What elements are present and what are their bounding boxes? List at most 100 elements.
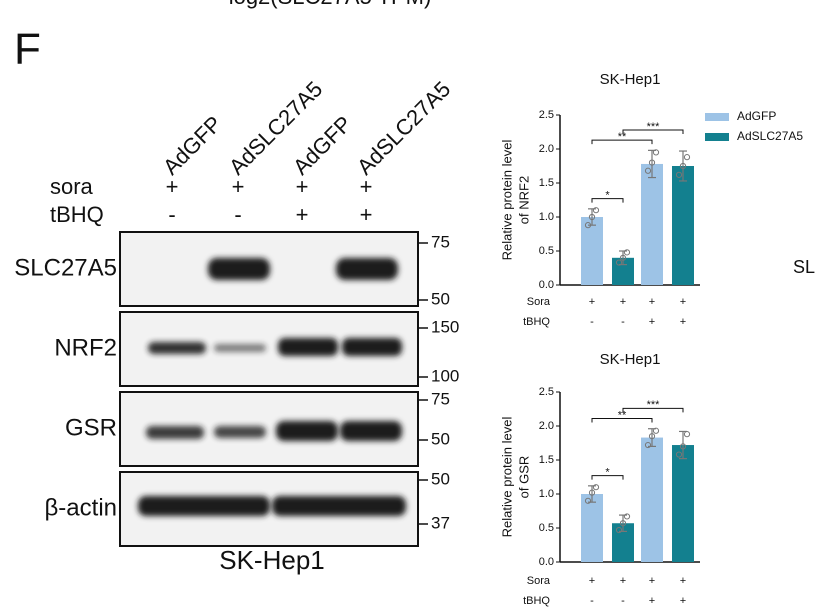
blot-bands — [138, 258, 406, 516]
condition-mark: + — [680, 316, 686, 328]
condition-mark: - — [621, 316, 625, 328]
condition-mark: + — [649, 595, 655, 607]
data-point — [679, 443, 687, 450]
data-point — [679, 162, 687, 170]
treatment-mark: + — [360, 202, 373, 227]
clipped-label: SL — [793, 257, 815, 277]
condition-mark: + — [589, 296, 595, 308]
marker-label: 50 — [431, 289, 450, 308]
significance-bracket — [622, 129, 684, 134]
bar — [612, 523, 634, 562]
y-tick-label: 1.5 — [539, 454, 554, 466]
condition-mark: + — [680, 595, 686, 607]
data-point — [652, 427, 660, 434]
bar — [641, 437, 663, 562]
significance-bracket — [622, 407, 684, 413]
treatment-label: tBHQ — [50, 202, 104, 227]
condition-mark: + — [620, 296, 626, 308]
data-point — [615, 526, 623, 534]
y-axis-label: of GSR — [516, 456, 531, 499]
bar — [672, 166, 694, 285]
condition-mark: - — [590, 595, 594, 607]
protein-label: NRF2 — [54, 334, 117, 361]
condition-mark: - — [621, 595, 625, 607]
chart-title: SK-Hep1 — [600, 351, 661, 368]
condition-mark: + — [680, 575, 686, 587]
bar — [581, 217, 603, 285]
data-point — [675, 171, 683, 178]
marker-label: 37 — [431, 513, 450, 532]
legend-label: AdSLC27A5 — [737, 129, 803, 143]
y-tick-label: 2.5 — [539, 109, 554, 121]
y-tick-label: 1.5 — [539, 177, 554, 189]
condition-mark: + — [680, 296, 686, 308]
protein-label: β-actin — [45, 494, 118, 521]
chart-title: SK-Hep1 — [600, 71, 661, 88]
cell-line-label: SK-Hep1 — [219, 545, 325, 575]
data-point — [584, 222, 592, 229]
data-point — [648, 433, 656, 440]
panel-label: F — [14, 25, 41, 74]
significance-label: * — [605, 467, 610, 479]
marker-label: 150 — [431, 317, 459, 336]
data-point — [584, 497, 592, 504]
data-point — [592, 484, 600, 491]
protein-label: GSR — [65, 414, 117, 441]
y-tick-label: 0.5 — [539, 245, 554, 257]
y-tick-label: 0.0 — [539, 279, 554, 291]
data-point — [683, 431, 691, 438]
marker-label: 100 — [431, 366, 459, 385]
bar — [641, 163, 663, 285]
condition-mark: + — [620, 575, 626, 587]
y-tick-label: 1.0 — [539, 211, 554, 223]
data-point — [648, 159, 656, 166]
condition-label: tBHQ — [523, 595, 550, 607]
treatment-mark: - — [234, 202, 241, 227]
condition-mark: + — [649, 296, 655, 308]
bar-chart: SK-Hep1 Relative protein level of NRF2 0.0 0… — [499, 71, 803, 328]
y-tick-label: 2.0 — [539, 143, 554, 155]
data-point — [588, 489, 596, 496]
legend-label: AdGFP — [737, 109, 776, 123]
significance-bracket — [591, 475, 624, 480]
significance-label: ** — [618, 131, 627, 143]
lane-label: AdSLC27A5 — [352, 76, 455, 179]
lane-label: AdGFP — [158, 111, 227, 180]
condition-mark: + — [649, 575, 655, 587]
y-axis-label: Relative protein level — [499, 417, 514, 538]
significance-bracket — [591, 418, 653, 423]
significance-bracket — [591, 198, 624, 203]
y-tick-label: 0.5 — [539, 522, 554, 534]
data-point — [644, 167, 652, 174]
significance-label: * — [605, 190, 610, 202]
y-axis-label: Relative protein level — [499, 140, 514, 261]
bar-chart: SK-Hep1 Relative protein level of GSR 0.0 0.… — [499, 351, 700, 607]
bar — [672, 445, 694, 562]
condition-mark: - — [590, 316, 594, 328]
data-point — [675, 451, 683, 458]
condition-label: tBHQ — [523, 316, 550, 328]
data-point — [623, 513, 631, 520]
data-point — [683, 154, 691, 161]
marker-label: 75 — [431, 389, 450, 408]
treatment-label: sora — [50, 174, 94, 199]
treatment-mark: + — [166, 174, 179, 199]
data-point — [615, 259, 623, 266]
condition-mark: + — [589, 575, 595, 587]
data-point — [644, 441, 652, 449]
data-point — [592, 207, 600, 214]
data-point — [619, 520, 627, 527]
data-point — [588, 213, 596, 221]
legend-swatch — [705, 113, 729, 121]
marker-label: 50 — [431, 469, 450, 488]
condition-mark: + — [649, 316, 655, 328]
significance-label: *** — [647, 121, 661, 133]
condition-label: Sora — [527, 575, 551, 587]
significance-bracket — [591, 139, 653, 145]
treatment-mark: + — [296, 174, 309, 199]
marker-label: 75 — [431, 232, 450, 251]
data-point — [652, 149, 660, 156]
marker-label: 50 — [431, 429, 450, 448]
y-tick-label: 1.0 — [539, 488, 554, 500]
legend-swatch — [705, 133, 729, 141]
